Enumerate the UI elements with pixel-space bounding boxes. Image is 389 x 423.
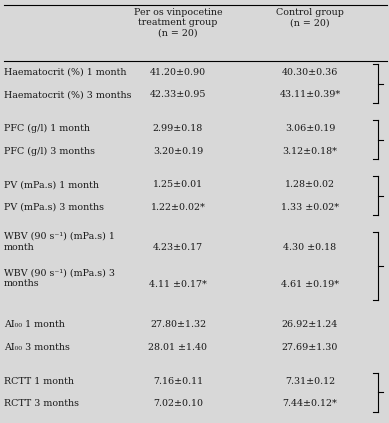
Text: 4.11 ±0.17*: 4.11 ±0.17* [149, 280, 207, 289]
Text: PV (mPa.s) 1 month: PV (mPa.s) 1 month [4, 180, 99, 189]
Text: 4.61 ±0.19*: 4.61 ±0.19* [281, 280, 339, 289]
Text: 7.44±0.12*: 7.44±0.12* [282, 399, 337, 408]
Text: 26.92±1.24: 26.92±1.24 [282, 321, 338, 330]
Text: 28.01 ±1.40: 28.01 ±1.40 [149, 343, 207, 352]
Text: 7.31±0.12: 7.31±0.12 [285, 376, 335, 386]
Text: PV (mPa.s) 3 months: PV (mPa.s) 3 months [4, 203, 104, 212]
Text: 7.16±0.11: 7.16±0.11 [153, 376, 203, 386]
Text: 3.20±0.19: 3.20±0.19 [153, 146, 203, 156]
Text: WBV (90 s⁻¹) (mPa.s) 3
months: WBV (90 s⁻¹) (mPa.s) 3 months [4, 268, 115, 288]
Text: Haematocrit (%) 1 month: Haematocrit (%) 1 month [4, 68, 126, 77]
Text: 4.23±0.17: 4.23±0.17 [153, 243, 203, 252]
Text: WBV (90 s⁻¹) (mPa.s) 1
month: WBV (90 s⁻¹) (mPa.s) 1 month [4, 231, 115, 252]
Text: 42.33±0.95: 42.33±0.95 [150, 91, 206, 99]
Text: 3.12±0.18*: 3.12±0.18* [282, 146, 338, 156]
Text: 4.30 ±0.18: 4.30 ±0.18 [284, 243, 336, 252]
Text: 27.80±1.32: 27.80±1.32 [150, 321, 206, 330]
Text: 1.33 ±0.02*: 1.33 ±0.02* [281, 203, 339, 212]
Text: RCTT 1 month: RCTT 1 month [4, 376, 74, 386]
Text: Haematocrit (%) 3 months: Haematocrit (%) 3 months [4, 91, 131, 99]
Text: 3.06±0.19: 3.06±0.19 [285, 124, 335, 133]
Text: Per os vinpocetine
treatment group
(n = 20): Per os vinpocetine treatment group (n = … [134, 8, 222, 38]
Text: 40.30±0.36: 40.30±0.36 [282, 68, 338, 77]
Text: Control group
(n = 20): Control group (n = 20) [276, 8, 344, 27]
Text: 1.28±0.02: 1.28±0.02 [285, 180, 335, 189]
Text: AI₀₀ 3 months: AI₀₀ 3 months [4, 343, 70, 352]
Text: 7.02±0.10: 7.02±0.10 [153, 399, 203, 408]
Text: AI₀₀ 1 month: AI₀₀ 1 month [4, 321, 65, 330]
Text: 27.69±1.30: 27.69±1.30 [282, 343, 338, 352]
Text: 1.25±0.01: 1.25±0.01 [153, 180, 203, 189]
Text: PFC (g/l) 3 months: PFC (g/l) 3 months [4, 146, 95, 156]
Text: PFC (g/l) 1 month: PFC (g/l) 1 month [4, 124, 90, 133]
Text: 43.11±0.39*: 43.11±0.39* [279, 91, 341, 99]
Text: 2.99±0.18: 2.99±0.18 [153, 124, 203, 133]
Text: 41.20±0.90: 41.20±0.90 [150, 68, 206, 77]
Text: RCTT 3 months: RCTT 3 months [4, 399, 79, 408]
Text: 1.22±0.02*: 1.22±0.02* [151, 203, 205, 212]
